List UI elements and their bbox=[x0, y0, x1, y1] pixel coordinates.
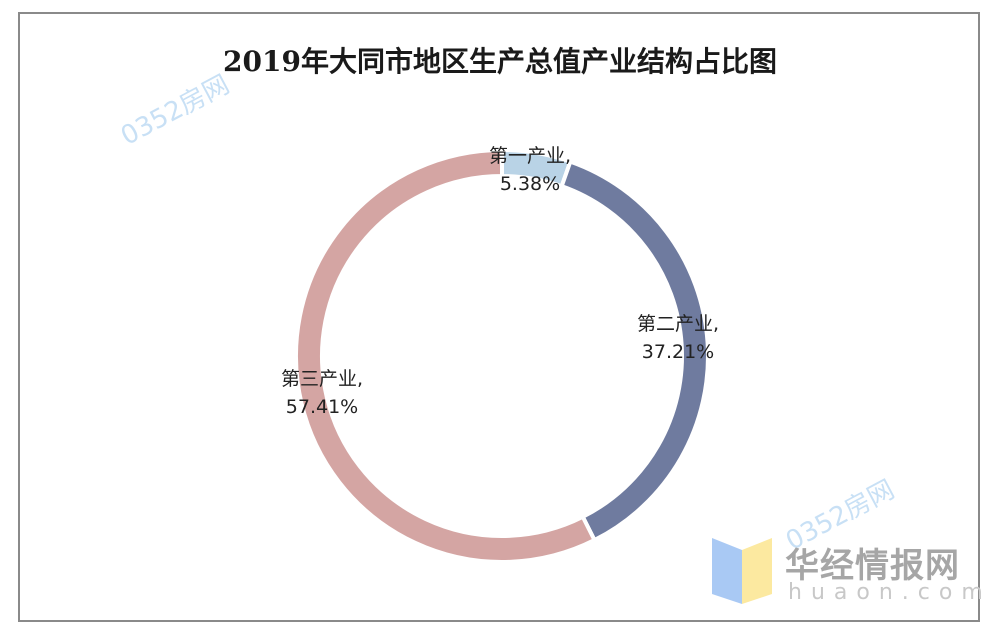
watermark-huaon-name: 华经情报网 bbox=[785, 546, 960, 586]
data-label-3-name: 第三产业, bbox=[281, 368, 363, 390]
data-label-2-name: 第二产业, bbox=[637, 313, 719, 335]
data-label-2-value: 37.21% bbox=[642, 341, 714, 363]
data-label-1-name: 第一产业, bbox=[489, 145, 571, 167]
chart-title: 2019年大同市地区生产总值产业结构占比图 bbox=[223, 45, 777, 78]
donut-slice-3 bbox=[294, 147, 598, 564]
chart-frame bbox=[18, 12, 980, 622]
watermark-huaon-logo bbox=[712, 538, 772, 604]
data-label-3-value: 57.41% bbox=[286, 396, 358, 418]
data-label-1-value: 5.38% bbox=[500, 173, 560, 195]
watermark-huaon-url: huaon.com bbox=[788, 580, 992, 605]
